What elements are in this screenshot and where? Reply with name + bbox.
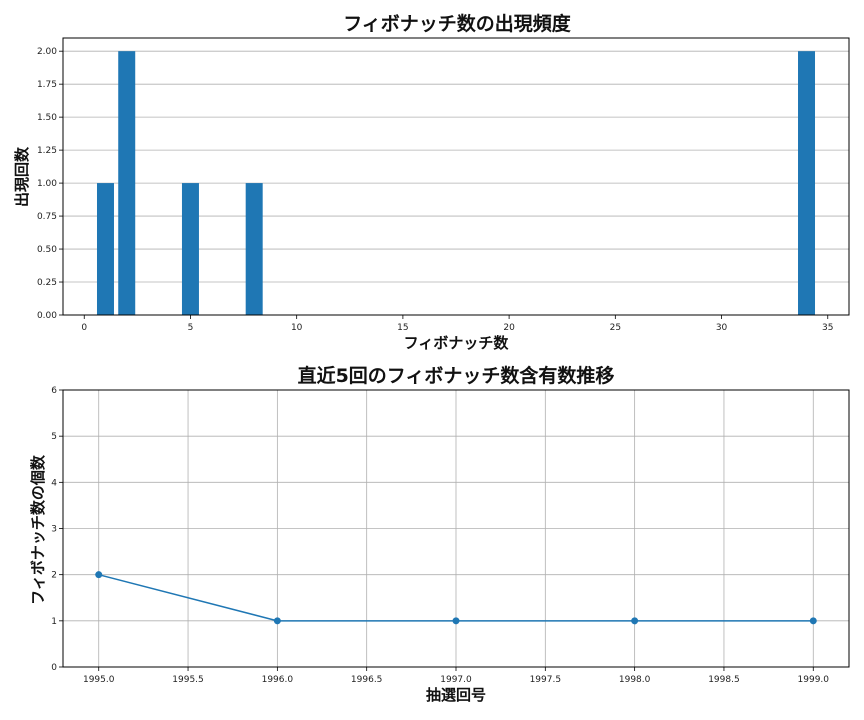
x-axis-label: 抽選回号 [426, 686, 486, 704]
y-tick-label: 1 [51, 617, 57, 627]
y-tick-label: 1.75 [37, 80, 57, 90]
data-point [273, 617, 281, 625]
data-point [95, 571, 103, 579]
y-tick-label: 1.00 [37, 179, 57, 189]
y-tick-label: 2 [51, 571, 57, 581]
x-tick-label: 30 [716, 323, 728, 333]
chart-title: フィボナッチ数の出現頻度 [343, 12, 572, 35]
line-chart-fibonacci-count-trend: 直近5回のフィボナッチ数含有数推移 1995.0 1995.5 1996.0 1996… [29, 364, 850, 704]
y-tick-label: 1.25 [37, 146, 57, 156]
x-tick-label: 1997.5 [530, 675, 562, 685]
bar-chart-fibonacci-frequency: フィボナッチ数の出現頻度 0 5 10 15 20 25 30 35 0.00 0.25 0.50… [13, 12, 850, 352]
y-tick-label: 3 [51, 525, 57, 535]
x-tick-label: 1996.0 [262, 675, 294, 685]
x-tick-label: 1998.0 [619, 675, 651, 685]
chart-title: 直近5回のフィボナッチ数含有数推移 [298, 364, 615, 387]
x-tick-label: 20 [503, 323, 515, 333]
bar [798, 51, 816, 315]
data-point [452, 617, 460, 625]
x-tick-label: 0 [81, 323, 87, 333]
x-tick-label: 15 [397, 323, 408, 333]
y-tick-label: 0.00 [37, 311, 57, 321]
x-tick-label: 1997.0 [440, 675, 472, 685]
y-tick-label: 4 [51, 478, 57, 488]
bar [118, 51, 136, 315]
y-tick-label: 2.00 [37, 47, 57, 57]
y-tick-label: 1.50 [37, 113, 57, 123]
x-axis-label: フィボナッチ数 [404, 334, 510, 352]
y-tick-label: 0 [51, 663, 57, 673]
x-tick-label: 1995.5 [172, 675, 204, 685]
bar [96, 183, 114, 315]
x-tick-label: 1999.0 [798, 675, 830, 685]
y-axis-label: フィボナッチ数の個数 [29, 454, 47, 605]
y-tick-label: 0.50 [37, 245, 57, 255]
y-tick-label: 5 [51, 432, 57, 442]
x-tick-label: 25 [610, 323, 621, 333]
x-tick-label: 35 [822, 323, 833, 333]
x-tick-label: 1996.5 [351, 675, 383, 685]
y-tick-label: 0.25 [37, 278, 57, 288]
data-point [809, 617, 817, 625]
bar [245, 183, 263, 315]
data-point [631, 617, 639, 625]
x-tick-label: 1998.5 [708, 675, 740, 685]
y-axis-label: 出現回数 [13, 146, 31, 207]
y-tick-label: 0.75 [37, 212, 57, 222]
bar [181, 183, 199, 315]
y-tick-label: 6 [51, 386, 57, 396]
x-tick-label: 1995.0 [83, 675, 115, 685]
plot-frame [62, 37, 850, 316]
x-tick-label: 5 [188, 323, 194, 333]
x-tick-label: 10 [291, 323, 303, 333]
